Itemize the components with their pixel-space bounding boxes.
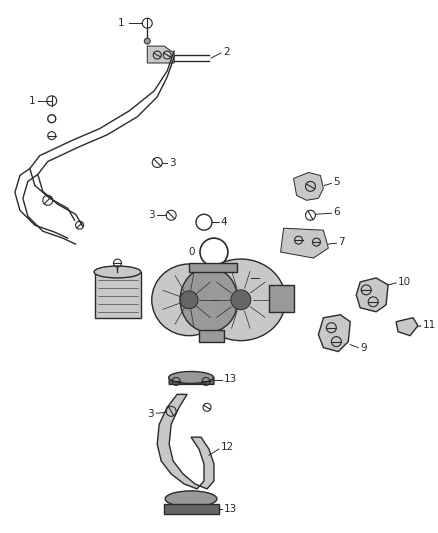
Polygon shape <box>189 263 237 272</box>
Text: 13: 13 <box>224 504 237 514</box>
Text: 3: 3 <box>148 409 154 419</box>
Ellipse shape <box>165 491 217 507</box>
Text: 10: 10 <box>398 277 411 287</box>
Polygon shape <box>95 272 141 318</box>
Text: 2: 2 <box>223 47 230 57</box>
Polygon shape <box>268 285 293 312</box>
Polygon shape <box>147 46 174 63</box>
Text: 11: 11 <box>423 320 436 330</box>
Text: 0: 0 <box>188 247 195 257</box>
Polygon shape <box>157 394 214 489</box>
Ellipse shape <box>94 266 141 278</box>
Polygon shape <box>293 173 323 200</box>
Polygon shape <box>169 375 214 384</box>
Text: 4: 4 <box>221 217 227 227</box>
Circle shape <box>180 291 198 309</box>
Polygon shape <box>199 330 224 342</box>
Text: 3: 3 <box>169 158 176 167</box>
Ellipse shape <box>180 268 238 332</box>
Text: 8: 8 <box>261 273 267 283</box>
Text: 6: 6 <box>333 207 340 217</box>
Text: 5: 5 <box>333 177 340 188</box>
Polygon shape <box>281 228 328 258</box>
Text: 9: 9 <box>360 343 367 353</box>
Polygon shape <box>164 504 219 514</box>
Ellipse shape <box>169 372 213 383</box>
Text: 12: 12 <box>221 442 234 452</box>
Text: 1: 1 <box>29 96 36 106</box>
Text: 7: 7 <box>338 237 345 247</box>
Text: 3: 3 <box>148 210 155 220</box>
Ellipse shape <box>196 259 286 341</box>
Circle shape <box>144 38 150 44</box>
Polygon shape <box>396 318 418 336</box>
Polygon shape <box>356 278 388 312</box>
Text: 1: 1 <box>118 18 124 28</box>
Text: 13: 13 <box>224 375 237 384</box>
Ellipse shape <box>152 264 226 336</box>
Circle shape <box>231 290 251 310</box>
Polygon shape <box>318 315 350 352</box>
